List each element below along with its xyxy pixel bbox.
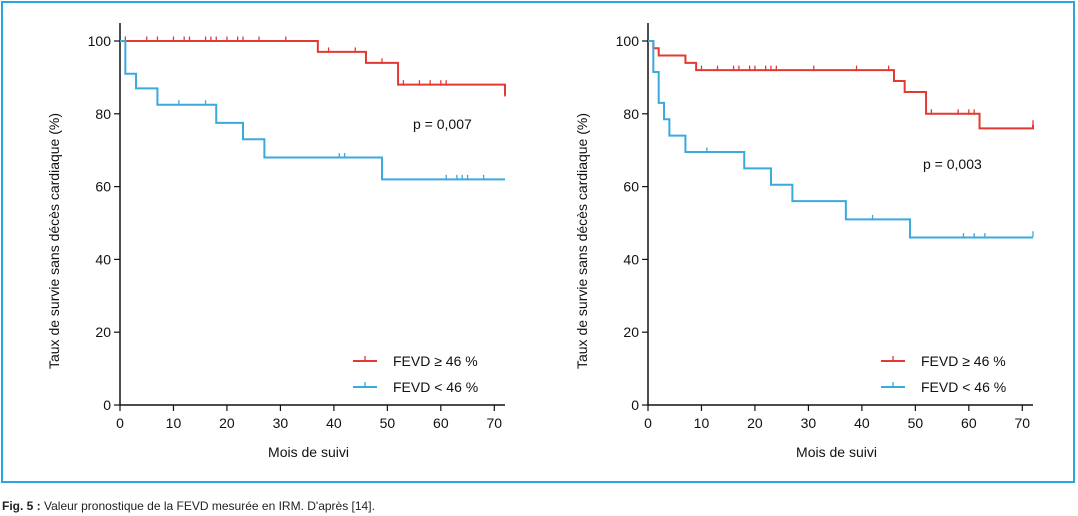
- x-axis-label: Mois de suivi: [268, 444, 349, 460]
- y-tick-label: 40: [623, 251, 639, 267]
- p-value-annotation: p = 0,007: [413, 116, 472, 132]
- caption-text: Valeur pronostique de la FEVD mesurée en…: [40, 499, 375, 513]
- legend-item: FEVD ≥ 46 %: [881, 353, 1006, 369]
- y-axis-label: Taux de survie sans décès cardiaque (%): [574, 113, 590, 369]
- x-tick-label: 70: [1015, 415, 1031, 431]
- legend-item: FEVD < 46 %: [353, 379, 478, 395]
- x-tick-label: 70: [487, 415, 503, 431]
- survival-curve: [120, 40, 506, 96]
- x-tick-label: 60: [433, 415, 449, 431]
- survival-curve: [648, 40, 1034, 130]
- x-tick-label: 0: [644, 415, 652, 431]
- chart-1: 0 10 20 30 40 50 60 70 0 20 40 60 80 100 Mois de suivi…: [46, 23, 506, 460]
- y-tick-label: 100: [88, 33, 112, 49]
- y-tick-label: 60: [623, 179, 639, 195]
- p-value-annotation: p = 0,003: [923, 156, 982, 172]
- y-tick-label: 0: [103, 397, 111, 413]
- legend-label: FEVD < 46 %: [393, 379, 478, 395]
- figure-caption: Fig. 5 : Valeur pronostique de la FEVD m…: [2, 499, 375, 513]
- y-tick-label: 60: [95, 179, 111, 195]
- x-tick-label: 0: [116, 415, 124, 431]
- series-1: [648, 40, 1034, 130]
- x-tick-label: 30: [801, 415, 817, 431]
- series-2: [120, 40, 505, 181]
- y-tick-label: 40: [95, 251, 111, 267]
- survival-curve: [648, 40, 1033, 239]
- x-tick-label: 60: [961, 415, 977, 431]
- y-tick-label: 0: [631, 397, 639, 413]
- y-tick-label: 80: [95, 106, 111, 122]
- x-tick-label: 50: [908, 415, 924, 431]
- chart-2: 0 10 20 30 40 50 60 70 0 20 40 60 80 100 Mois de suivi…: [574, 23, 1034, 460]
- legend-label: FEVD < 46 %: [921, 379, 1006, 395]
- x-tick-label: 40: [854, 415, 870, 431]
- series-1: [120, 36, 506, 97]
- legend-item: FEVD ≥ 46 %: [353, 353, 478, 369]
- x-tick-label: 50: [380, 415, 396, 431]
- figure-frame: 0 10 20 30 40 50 60 70 0 20 40 60 80 100 Mois de suivi…: [1, 1, 1075, 483]
- x-tick-label: 30: [273, 415, 289, 431]
- series-2: [648, 40, 1034, 239]
- y-tick-label: 20: [95, 324, 111, 340]
- legend-label: FEVD ≥ 46 %: [921, 353, 1006, 369]
- survival-curve: [120, 40, 505, 181]
- x-tick-label: 10: [694, 415, 710, 431]
- x-axis-label: Mois de suivi: [796, 444, 877, 460]
- y-tick-label: 20: [623, 324, 639, 340]
- x-tick-label: 10: [166, 415, 182, 431]
- legend-item: FEVD < 46 %: [881, 379, 1006, 395]
- caption-label: Fig. 5 :: [2, 499, 41, 513]
- x-tick-label: 40: [326, 415, 342, 431]
- y-tick-label: 80: [623, 106, 639, 122]
- y-tick-label: 100: [616, 33, 640, 49]
- legend-label: FEVD ≥ 46 %: [393, 353, 478, 369]
- y-axis-label: Taux de survie sans décès cardiaque (%): [46, 113, 62, 369]
- x-tick-label: 20: [747, 415, 763, 431]
- x-tick-label: 20: [219, 415, 235, 431]
